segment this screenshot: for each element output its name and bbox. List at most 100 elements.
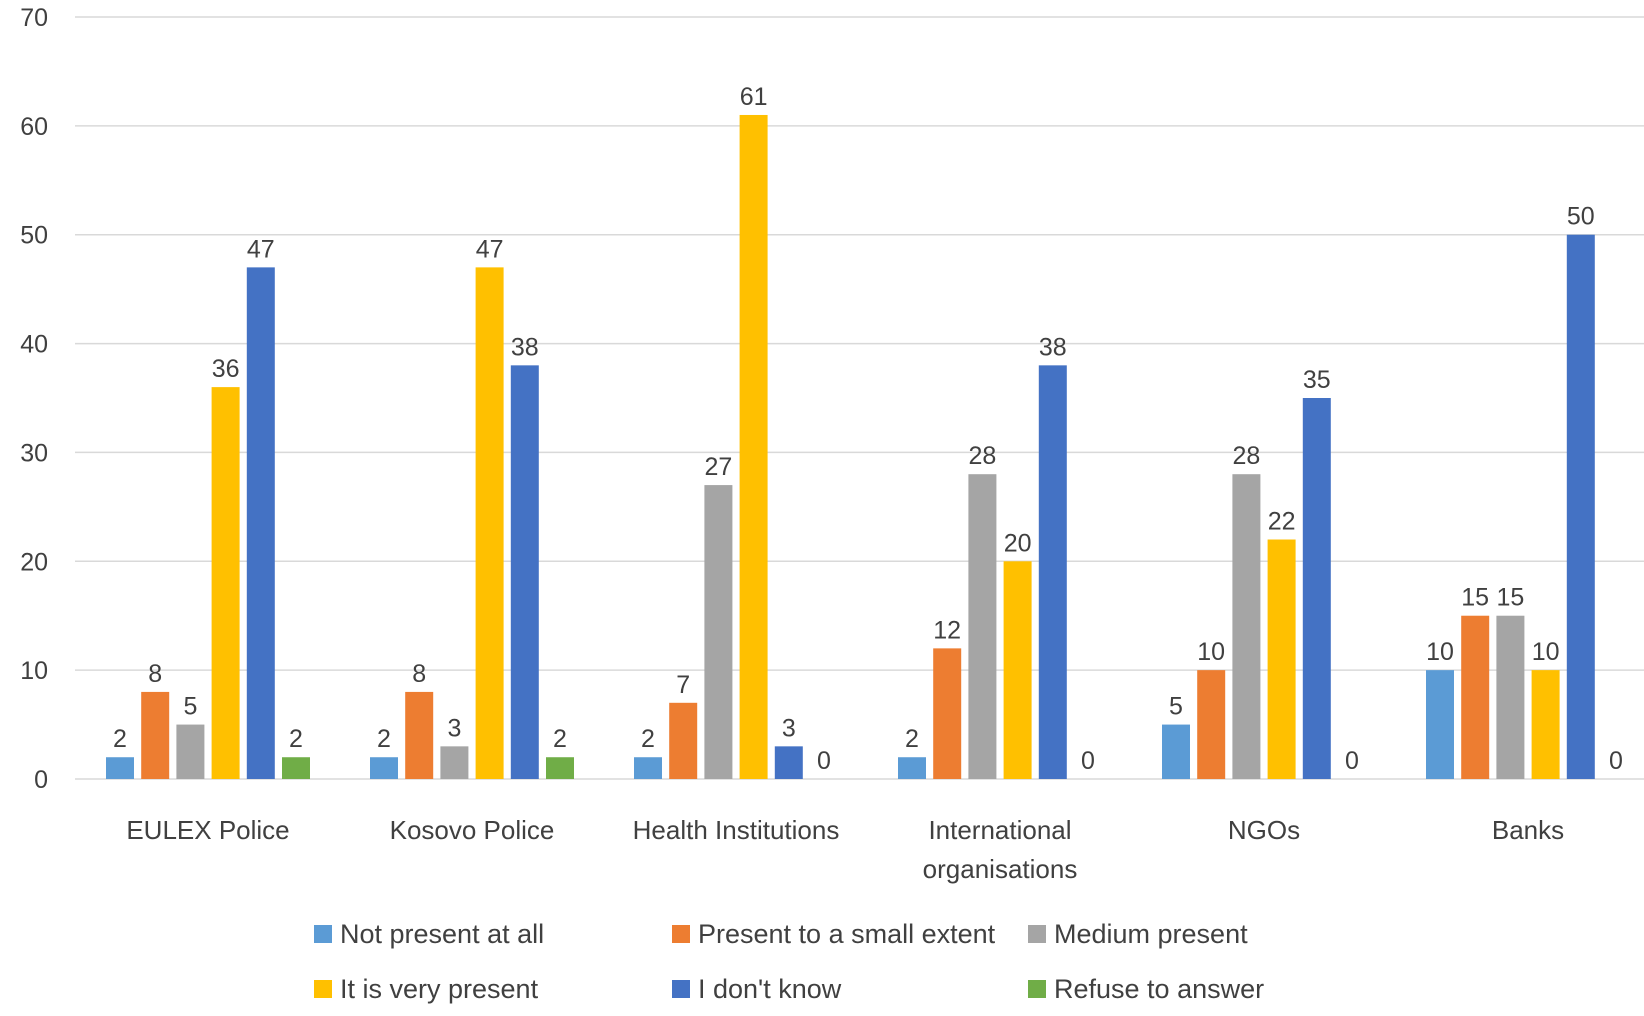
- bar: [739, 114, 768, 779]
- legend-item: Not present at all: [314, 919, 544, 949]
- data-label: 28: [968, 442, 996, 470]
- data-label: 2: [377, 725, 391, 753]
- legend-label: Refuse to answer: [1054, 974, 1264, 1004]
- bar: [669, 702, 698, 779]
- bar: [1003, 561, 1032, 779]
- legend-swatch: [314, 980, 332, 998]
- data-label: 27: [704, 453, 732, 481]
- bar: [1566, 234, 1595, 779]
- y-tick-label: 60: [20, 113, 48, 141]
- data-label: 2: [905, 725, 919, 753]
- data-label: 10: [1532, 638, 1560, 666]
- legend-swatch: [1028, 980, 1046, 998]
- bar: [933, 648, 962, 779]
- bar: [898, 757, 926, 779]
- data-label: 20: [1004, 529, 1032, 557]
- category-label: International organisations: [923, 815, 1078, 884]
- data-label: 61: [740, 83, 768, 111]
- legend-label: It is very present: [340, 974, 539, 1004]
- bar: [440, 746, 469, 779]
- bar: [282, 757, 310, 779]
- bars: [106, 114, 1595, 779]
- bar: [370, 757, 398, 779]
- y-tick-label: 70: [20, 4, 48, 32]
- y-tick-label: 30: [20, 439, 48, 467]
- legend-item: It is very present: [314, 974, 539, 1004]
- data-label: 2: [113, 725, 127, 753]
- data-label: 22: [1268, 508, 1296, 536]
- data-label: 2: [641, 725, 655, 753]
- bar: [405, 691, 434, 779]
- data-label: 8: [412, 660, 426, 688]
- data-label: 0: [1609, 747, 1623, 775]
- legend-swatch: [672, 980, 690, 998]
- data-label: 47: [476, 235, 504, 263]
- bar: [176, 724, 205, 779]
- bar: [106, 757, 134, 779]
- bar: [510, 365, 539, 779]
- data-label: 47: [247, 235, 275, 263]
- y-tick-label: 20: [20, 548, 48, 576]
- bar: [1267, 539, 1296, 779]
- category-label: NGOs: [1228, 815, 1300, 845]
- bar: [475, 267, 504, 779]
- data-label: 10: [1197, 638, 1225, 666]
- bar: [1496, 615, 1525, 779]
- legend-swatch: [672, 925, 690, 943]
- legend: Not present at all Present to a small ext…: [314, 919, 1264, 1004]
- y-axis-ticks: 0 10 20 30 40 50 60 70: [20, 4, 48, 794]
- data-label: 2: [553, 725, 567, 753]
- data-label: 7: [676, 671, 690, 699]
- legend-label: Medium present: [1054, 919, 1248, 949]
- data-label: 0: [1081, 747, 1095, 775]
- data-label: 15: [1496, 584, 1524, 612]
- legend-label: I don't know: [698, 974, 842, 1004]
- y-tick-label: 10: [20, 657, 48, 685]
- legend-item: Medium present: [1028, 919, 1248, 949]
- bar: [704, 485, 733, 779]
- legend-label: Not present at all: [340, 919, 544, 949]
- bar: [1461, 615, 1490, 779]
- data-label: 8: [148, 660, 162, 688]
- data-label: 38: [511, 333, 539, 361]
- bar: [1038, 365, 1067, 779]
- data-label: 35: [1303, 366, 1331, 394]
- bar: [211, 387, 240, 779]
- legend-item: Present to a small extent: [672, 919, 996, 949]
- category-label: Health Institutions: [633, 815, 840, 845]
- category-label: EULEX Police: [126, 815, 289, 845]
- y-tick-label: 40: [20, 331, 48, 359]
- bar: [774, 746, 803, 779]
- data-label: 38: [1039, 333, 1067, 361]
- data-label: 5: [1169, 693, 1183, 721]
- data-label: 12: [933, 616, 961, 644]
- data-label: 0: [1345, 747, 1359, 775]
- bar: [246, 267, 275, 779]
- category-label: Kosovo Police: [390, 815, 555, 845]
- bar: [1531, 670, 1560, 779]
- data-label: 3: [782, 714, 796, 742]
- legend-swatch: [1028, 925, 1046, 943]
- gridlines: [75, 16, 1644, 780]
- bar: [1162, 724, 1190, 779]
- data-label: 2: [289, 725, 303, 753]
- legend-swatch: [314, 925, 332, 943]
- data-label: 5: [183, 693, 197, 721]
- y-tick-label: 0: [34, 766, 48, 794]
- category-label: Banks: [1492, 815, 1564, 845]
- data-label: 36: [212, 355, 240, 383]
- data-label: 10: [1426, 638, 1454, 666]
- legend-label: Present to a small extent: [698, 919, 996, 949]
- bar: [141, 691, 170, 779]
- bar: [1426, 670, 1454, 779]
- y-tick-label: 50: [20, 222, 48, 250]
- bar: [1302, 398, 1331, 779]
- x-axis-categories: EULEX Police Kosovo Police Health Institut…: [126, 815, 1564, 884]
- legend-item: Refuse to answer: [1028, 974, 1264, 1004]
- data-label: 28: [1232, 442, 1260, 470]
- bar: [1197, 670, 1226, 779]
- bar: [1232, 474, 1261, 779]
